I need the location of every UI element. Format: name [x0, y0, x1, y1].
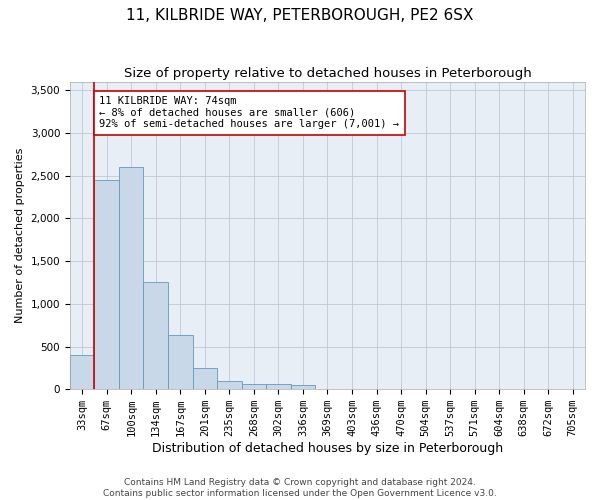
Text: 11, KILBRIDE WAY, PETERBOROUGH, PE2 6SX: 11, KILBRIDE WAY, PETERBOROUGH, PE2 6SX	[126, 8, 474, 22]
Bar	[70, 355, 94, 389]
Bar	[193, 368, 217, 389]
Bar	[143, 282, 168, 389]
Title: Size of property relative to detached houses in Peterborough: Size of property relative to detached ho…	[124, 68, 532, 80]
Text: Contains HM Land Registry data © Crown copyright and database right 2024.
Contai: Contains HM Land Registry data © Crown c…	[103, 478, 497, 498]
Bar	[290, 385, 315, 389]
X-axis label: Distribution of detached houses by size in Peterborough: Distribution of detached houses by size …	[152, 442, 503, 455]
Y-axis label: Number of detached properties: Number of detached properties	[15, 148, 25, 323]
Bar	[217, 380, 242, 389]
Bar	[266, 384, 290, 389]
Bar	[119, 167, 143, 389]
Text: 11 KILBRIDE WAY: 74sqm
← 8% of detached houses are smaller (606)
92% of semi-det: 11 KILBRIDE WAY: 74sqm ← 8% of detached …	[100, 96, 400, 130]
Bar	[168, 336, 193, 389]
Bar	[94, 180, 119, 389]
Bar	[242, 384, 266, 389]
